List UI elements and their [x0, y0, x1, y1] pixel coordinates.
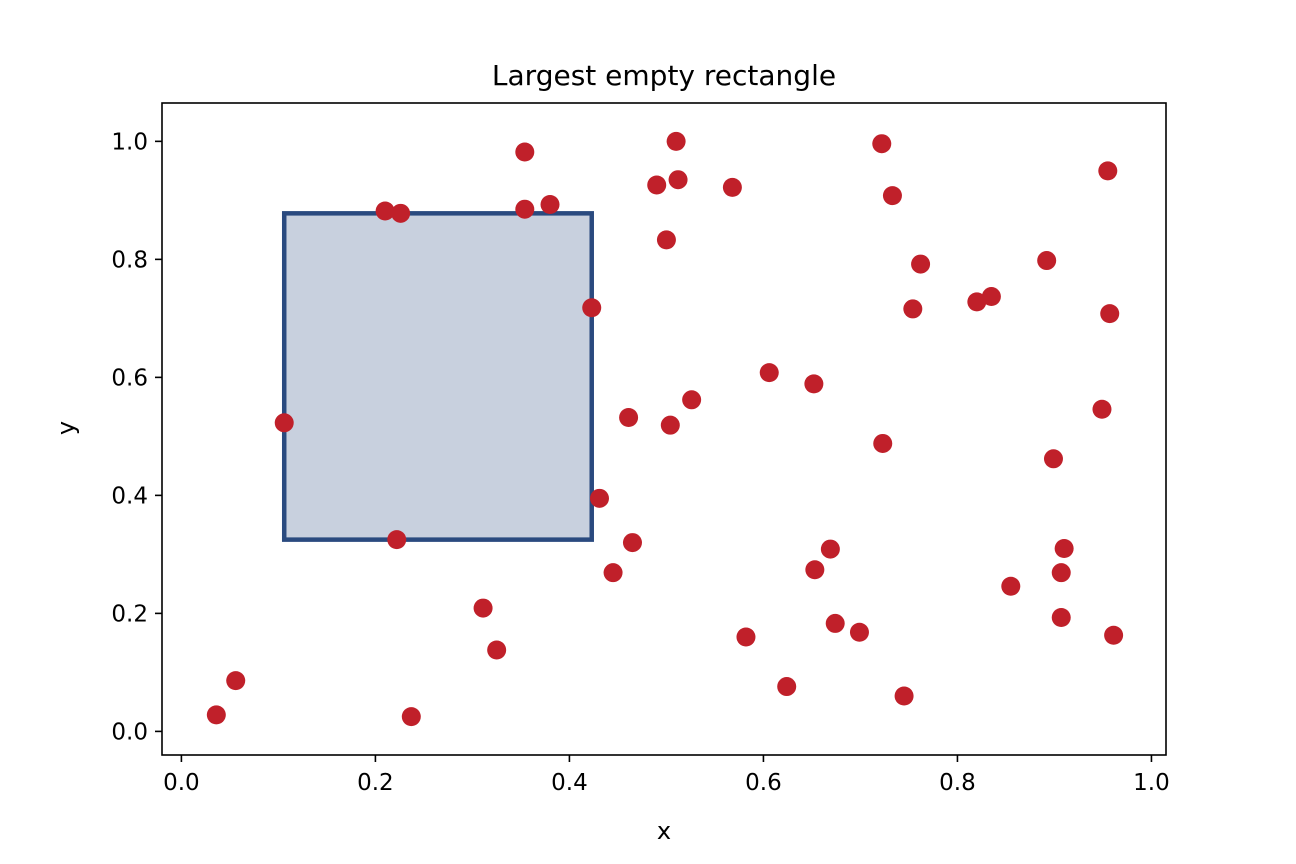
data-point — [515, 142, 535, 162]
data-point — [660, 415, 680, 435]
data-point — [872, 134, 892, 154]
data-point — [274, 413, 294, 433]
data-point — [1051, 608, 1071, 628]
data-point — [981, 287, 1001, 307]
data-point — [206, 705, 226, 725]
data-point — [656, 230, 676, 250]
chart-title: Largest empty rectangle — [492, 59, 836, 92]
x-tick-label: 0.8 — [939, 770, 976, 796]
data-point — [903, 299, 923, 319]
data-point — [882, 186, 902, 206]
data-point — [619, 407, 639, 427]
y-axis: 0.0 0.2 0.4 0.6 0.8 1.0 — [111, 129, 162, 745]
y-tick-label: 1.0 — [111, 129, 148, 155]
data-point — [622, 533, 642, 553]
data-point — [1043, 449, 1063, 469]
data-point — [589, 488, 609, 508]
x-tick-label: 0.0 — [163, 770, 200, 796]
data-point — [487, 640, 507, 660]
data-point — [603, 563, 623, 583]
data-point — [894, 686, 914, 706]
y-tick-label: 0.8 — [111, 247, 148, 273]
data-point — [967, 292, 987, 312]
y-tick-label: 0.4 — [111, 483, 148, 509]
data-point — [777, 677, 797, 697]
plot-frame — [161, 102, 1167, 756]
data-point — [582, 298, 602, 318]
x-tick-label: 0.4 — [551, 770, 588, 796]
data-point — [682, 390, 702, 410]
data-point — [540, 194, 560, 214]
data-point — [1100, 304, 1120, 324]
data-point — [759, 363, 779, 383]
x-tick-label: 0.2 — [357, 770, 394, 796]
data-point — [375, 201, 395, 221]
data-point — [722, 177, 742, 197]
x-axis: 0.0 0.2 0.4 0.6 0.8 1.0 — [163, 755, 1170, 796]
plot-area — [206, 131, 1124, 727]
y-tick-label: 0.2 — [111, 601, 148, 627]
data-point — [805, 560, 825, 580]
data-point — [473, 598, 493, 618]
data-point — [1054, 538, 1074, 558]
data-point — [736, 627, 756, 647]
x-axis-label: x — [657, 817, 671, 845]
data-point — [226, 671, 246, 691]
data-point — [1092, 399, 1112, 419]
data-point — [515, 199, 535, 219]
x-tick-label: 1.0 — [1133, 770, 1170, 796]
x-tick-label: 0.6 — [745, 770, 782, 796]
data-point — [804, 374, 824, 394]
data-point — [911, 254, 931, 274]
data-point — [668, 170, 688, 190]
data-point — [1104, 625, 1124, 645]
data-point — [825, 613, 845, 633]
data-point — [401, 707, 421, 727]
y-tick-label: 0.0 — [111, 719, 148, 745]
data-point — [873, 433, 893, 453]
data-point — [1098, 161, 1118, 181]
data-point — [647, 175, 667, 195]
data-point — [820, 539, 840, 559]
data-point — [391, 203, 411, 223]
y-axis-label: y — [52, 421, 80, 435]
y-tick-label: 0.6 — [111, 365, 148, 391]
data-point — [1051, 563, 1071, 583]
data-point — [849, 622, 869, 642]
data-point — [387, 530, 407, 550]
empty-rectangle — [281, 211, 594, 542]
data-point — [1037, 251, 1057, 271]
data-point — [1001, 576, 1021, 596]
data-point — [666, 131, 686, 151]
